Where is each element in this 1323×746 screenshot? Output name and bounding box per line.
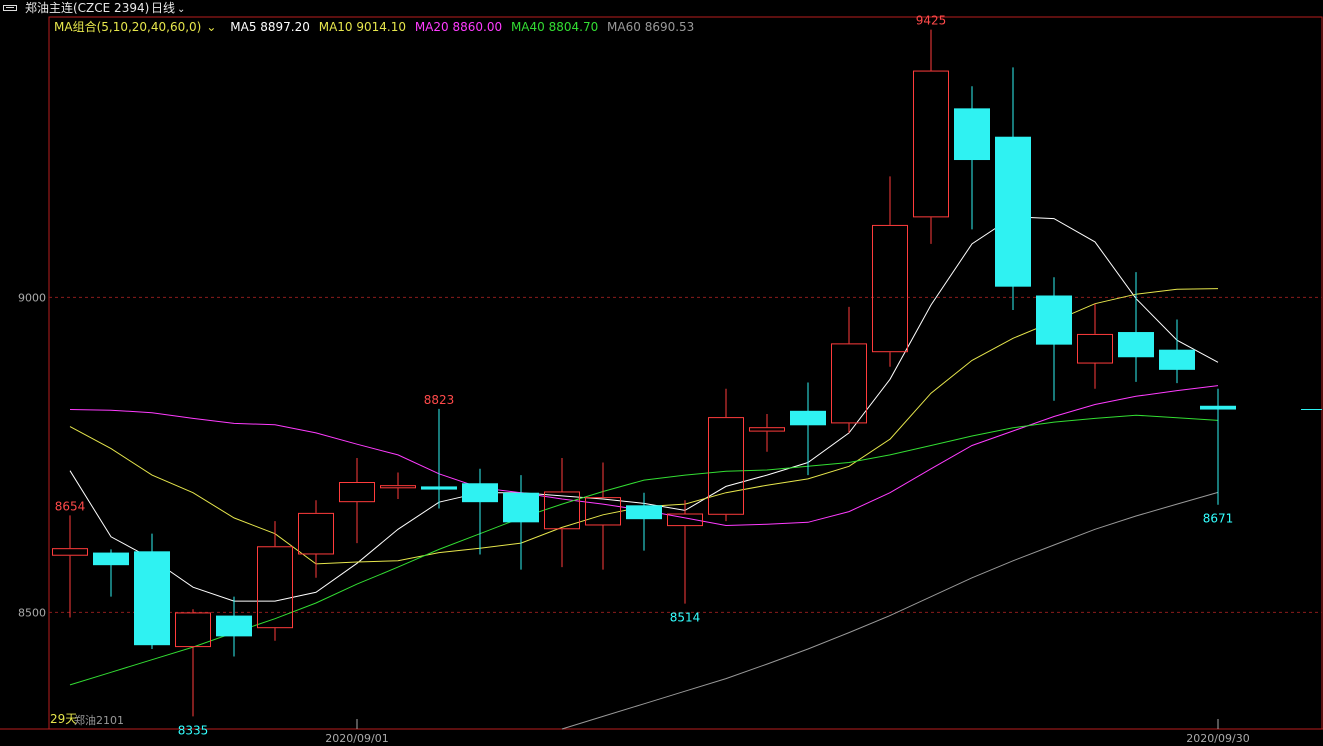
candle-body [216,615,252,637]
chart-frame [0,16,1323,730]
candle-11 [503,475,539,570]
legend-ma20: MA20 8860.00 [414,20,503,34]
y-tick-label: 9000 [18,291,46,304]
price-label-8654: 8654 [55,499,86,513]
candle-body [585,497,621,526]
candle-body [1200,405,1236,410]
candle-body [790,410,826,426]
contract-label: 郑油2101 [74,713,124,727]
candle-body [93,552,129,566]
candle-5 [257,521,293,641]
x-tick-label: 2020/09/30 [1186,732,1249,745]
candle-14 [626,492,662,551]
candle-body [503,492,539,523]
candle-body [667,513,703,527]
ma-legend: MA组合(5,10,20,40,60,0) ⌄ MA5 8897.20 MA10 … [54,18,699,35]
moving-average-lines [69,216,1219,730]
legend-ma60: MA60 8690.53 [607,20,695,34]
chevron-down-icon: ⌄ [206,20,217,34]
legend-ma10: MA10 9014.10 [318,20,406,34]
price-label-8514: 8514 [670,611,701,625]
candle-3 [175,609,211,717]
candle-8 [380,472,416,500]
candle-body [872,224,908,353]
candle-26 [1118,272,1154,382]
x-tick-label: 2020/09/01 [325,732,388,745]
candle-12 [544,458,580,568]
candle-body [1077,333,1113,364]
candle-body [134,551,170,646]
candle-19 [831,306,867,433]
line-ma60 [561,491,1219,730]
candle-body [1159,349,1195,370]
candle-body [749,427,785,432]
candle-body [175,612,211,648]
candle-body [544,491,580,530]
candle-17 [749,413,785,452]
candle-body [995,136,1031,287]
chevron-down-icon: ⌄ [177,4,186,15]
title-bar: 郑油主连(CZCE 2394) 日线 ⌄ [0,0,1323,17]
candle-15 [667,500,703,604]
candle-21 [913,29,949,244]
candles [52,29,1236,717]
y-tick-label: 8500 [18,606,46,619]
candle-body [954,108,990,161]
ma-combo-text: MA组合(5,10,20,40,60,0) [54,20,202,34]
candle-16 [708,388,744,522]
candle-6 [298,500,334,578]
ma-combo-label[interactable]: MA组合(5,10,20,40,60,0) ⌄ [54,20,221,34]
candle-0 [52,515,88,618]
line-ma40 [69,414,1219,686]
period-label: 日线 [151,1,176,15]
candle-body [257,546,293,629]
candle-24 [1036,277,1072,401]
candle-body [380,485,416,489]
price-label-8671: 8671 [1203,512,1234,526]
days-count-label: 29天 [50,712,77,726]
candle-2 [134,533,170,649]
axis-labels: 8500 9000 2020/09/01 2020/09/30 [18,291,1250,745]
candle-body [1036,295,1072,345]
candle-body [831,343,867,424]
legend-ma40: MA40 8804.70 [510,20,599,34]
price-grid [49,296,1322,613]
candle-18 [790,382,826,476]
candle-body [913,70,949,218]
candle-body [1118,332,1154,358]
candle-body [708,417,744,515]
candle-body [339,482,375,503]
candle-4 [216,596,252,657]
candle-13 [585,462,621,570]
candle-27 [1159,319,1195,384]
candle-20 [872,176,908,367]
candle-1 [93,549,129,597]
candle-25 [1077,303,1113,389]
candle-body [626,505,662,520]
legend-ma5: MA5 8897.20 [230,20,310,34]
period-selector[interactable]: 日线 ⌄ [151,0,185,18]
candle-7 [339,458,375,544]
instrument-title: 郑油主连(CZCE 2394) [25,1,150,15]
price-label-8335: 8335 [178,723,209,737]
candle-9 [421,408,457,509]
extreme-price-labels: 8654 8335 8823 8514 9425 8671 [55,14,1322,737]
price-label-9425: 9425 [916,14,947,28]
candle-28 [1200,388,1236,505]
candle-23 [995,67,1031,310]
candle-22 [954,86,990,230]
candle-body [298,512,334,555]
price-label-8823: 8823 [424,393,455,407]
candle-body [52,548,88,556]
window-icon[interactable] [3,5,17,11]
candle-body [421,486,457,490]
candle-body [462,483,498,503]
candle-10 [462,468,498,555]
